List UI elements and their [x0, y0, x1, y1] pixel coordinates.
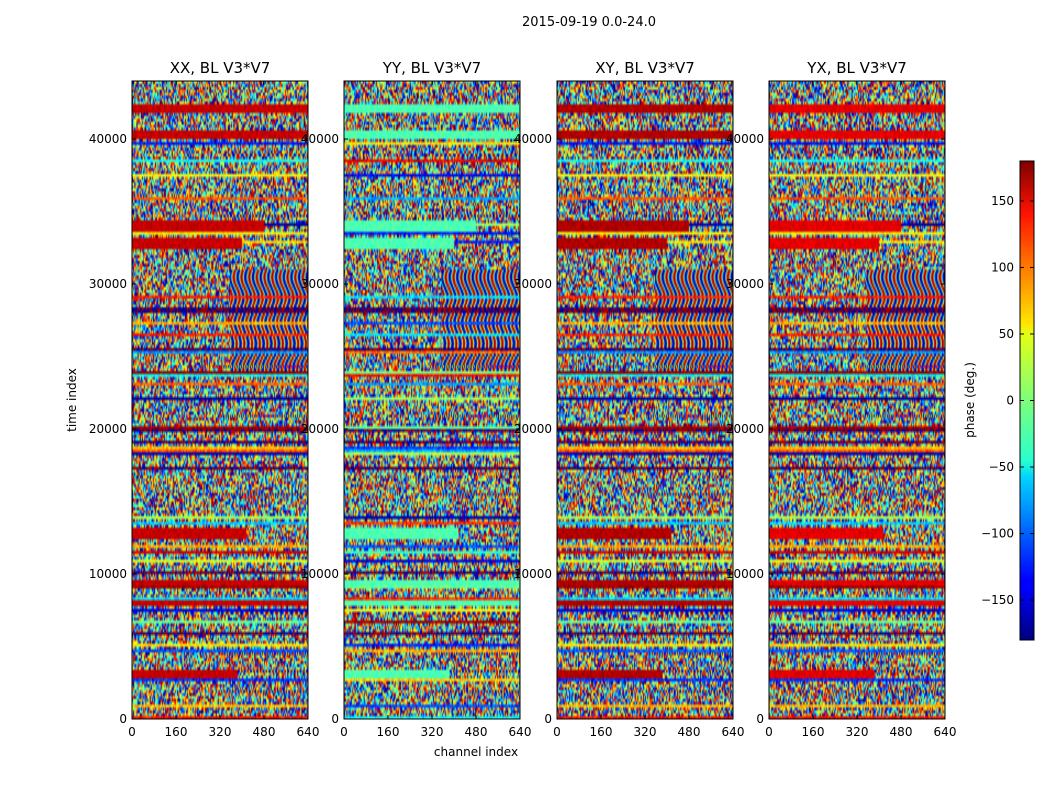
colorbar: 150 100 50 0 −50 −100 −150 phase (deg.)	[963, 160, 1035, 641]
panel-title: XX, BL V3*V7	[170, 59, 271, 77]
y-tick-label: 30000	[514, 277, 552, 291]
y-ticks: 0 10000 20000 30000 40000	[89, 132, 308, 726]
x-tick-label: 480	[253, 725, 276, 739]
colorbar-tick-label: −150	[981, 593, 1014, 607]
y-tick-label: 40000	[301, 132, 339, 146]
panel-yx: YX, BL V3*V7 0 160 320 480 640 0 10000 20000 30…	[726, 59, 957, 739]
x-ticks: 0 160 320 480 640	[553, 81, 744, 739]
y-tick-label: 20000	[89, 422, 127, 436]
x-ticks: 0 160 320 480 640	[128, 81, 319, 739]
heatmap-image	[557, 81, 733, 719]
x-tick-label: 0	[553, 725, 561, 739]
y-tick-label: 40000	[89, 132, 127, 146]
y-tick-label: 0	[544, 712, 552, 726]
heatmap-image	[344, 81, 520, 719]
x-tick-label: 640	[509, 725, 532, 739]
panel-yy: YY, BL V3*V7 0 160 320 480 640 0 10000 20000 30…	[301, 59, 532, 739]
x-tick-label: 320	[846, 725, 869, 739]
x-tick-label: 480	[678, 725, 701, 739]
x-tick-label: 0	[340, 725, 348, 739]
panel-xx: XX, BL V3*V7 0 160 320 480 640 0 10000 20000 30…	[89, 59, 320, 739]
panel-xy: XY, BL V3*V7 0 160 320 480 640 0 10000 20000 30…	[514, 59, 745, 739]
heatmap-image	[769, 81, 945, 719]
y-tick-label: 20000	[301, 422, 339, 436]
colorbar-ticks: 150 100 50 0 −50 −100 −150	[981, 194, 1034, 607]
y-axis-label: time index	[65, 368, 79, 432]
colorbar-tick-label: −100	[981, 527, 1014, 541]
x-tick-label: 320	[209, 725, 232, 739]
y-tick-label: 30000	[301, 277, 339, 291]
x-tick-label: 320	[634, 725, 657, 739]
x-tick-label: 0	[128, 725, 136, 739]
x-tick-label: 640	[934, 725, 957, 739]
x-tick-label: 160	[802, 725, 825, 739]
panel-title: YY, BL V3*V7	[382, 59, 481, 77]
y-tick-label: 40000	[514, 132, 552, 146]
y-tick-label: 10000	[89, 567, 127, 581]
heatmap-image	[132, 81, 308, 719]
x-tick-label: 0	[765, 725, 773, 739]
panel-title: YX, BL V3*V7	[806, 59, 907, 77]
colorbar-tick-label: 50	[999, 327, 1014, 341]
y-tick-label: 10000	[726, 567, 764, 581]
x-tick-label: 160	[165, 725, 188, 739]
y-tick-label: 20000	[726, 422, 764, 436]
y-tick-label: 0	[331, 712, 339, 726]
y-ticks: 0 10000 20000 30000 40000	[726, 132, 945, 726]
x-tick-label: 640	[722, 725, 745, 739]
suptitle: 2015-09-19 0.0-24.0	[522, 15, 656, 30]
colorbar-tick-label: 0	[1006, 394, 1014, 408]
y-tick-label: 40000	[726, 132, 764, 146]
panel-title: XY, BL V3*V7	[595, 59, 695, 77]
colorbar-tick-label: 100	[991, 260, 1014, 274]
y-tick-label: 20000	[514, 422, 552, 436]
y-tick-label: 30000	[726, 277, 764, 291]
x-tick-label: 640	[297, 725, 320, 739]
y-tick-label: 30000	[89, 277, 127, 291]
x-tick-label: 480	[465, 725, 488, 739]
y-tick-label: 0	[756, 712, 764, 726]
x-tick-label: 160	[377, 725, 400, 739]
y-ticks: 0 10000 20000 30000 40000	[514, 132, 733, 726]
y-tick-label: 0	[119, 712, 127, 726]
x-tick-label: 320	[421, 725, 444, 739]
x-ticks: 0 160 320 480 640	[765, 81, 956, 739]
y-tick-label: 10000	[514, 567, 552, 581]
y-ticks: 0 10000 20000 30000 40000	[301, 132, 520, 726]
colorbar-tick-label: −50	[989, 460, 1014, 474]
x-tick-label: 480	[890, 725, 913, 739]
colorbar-label: phase (deg.)	[963, 362, 977, 438]
colorbar-tick-label: 150	[991, 194, 1014, 208]
x-axis-label: channel index	[434, 745, 518, 759]
y-tick-label: 10000	[301, 567, 339, 581]
x-ticks: 0 160 320 480 640	[340, 81, 531, 739]
x-tick-label: 160	[590, 725, 613, 739]
